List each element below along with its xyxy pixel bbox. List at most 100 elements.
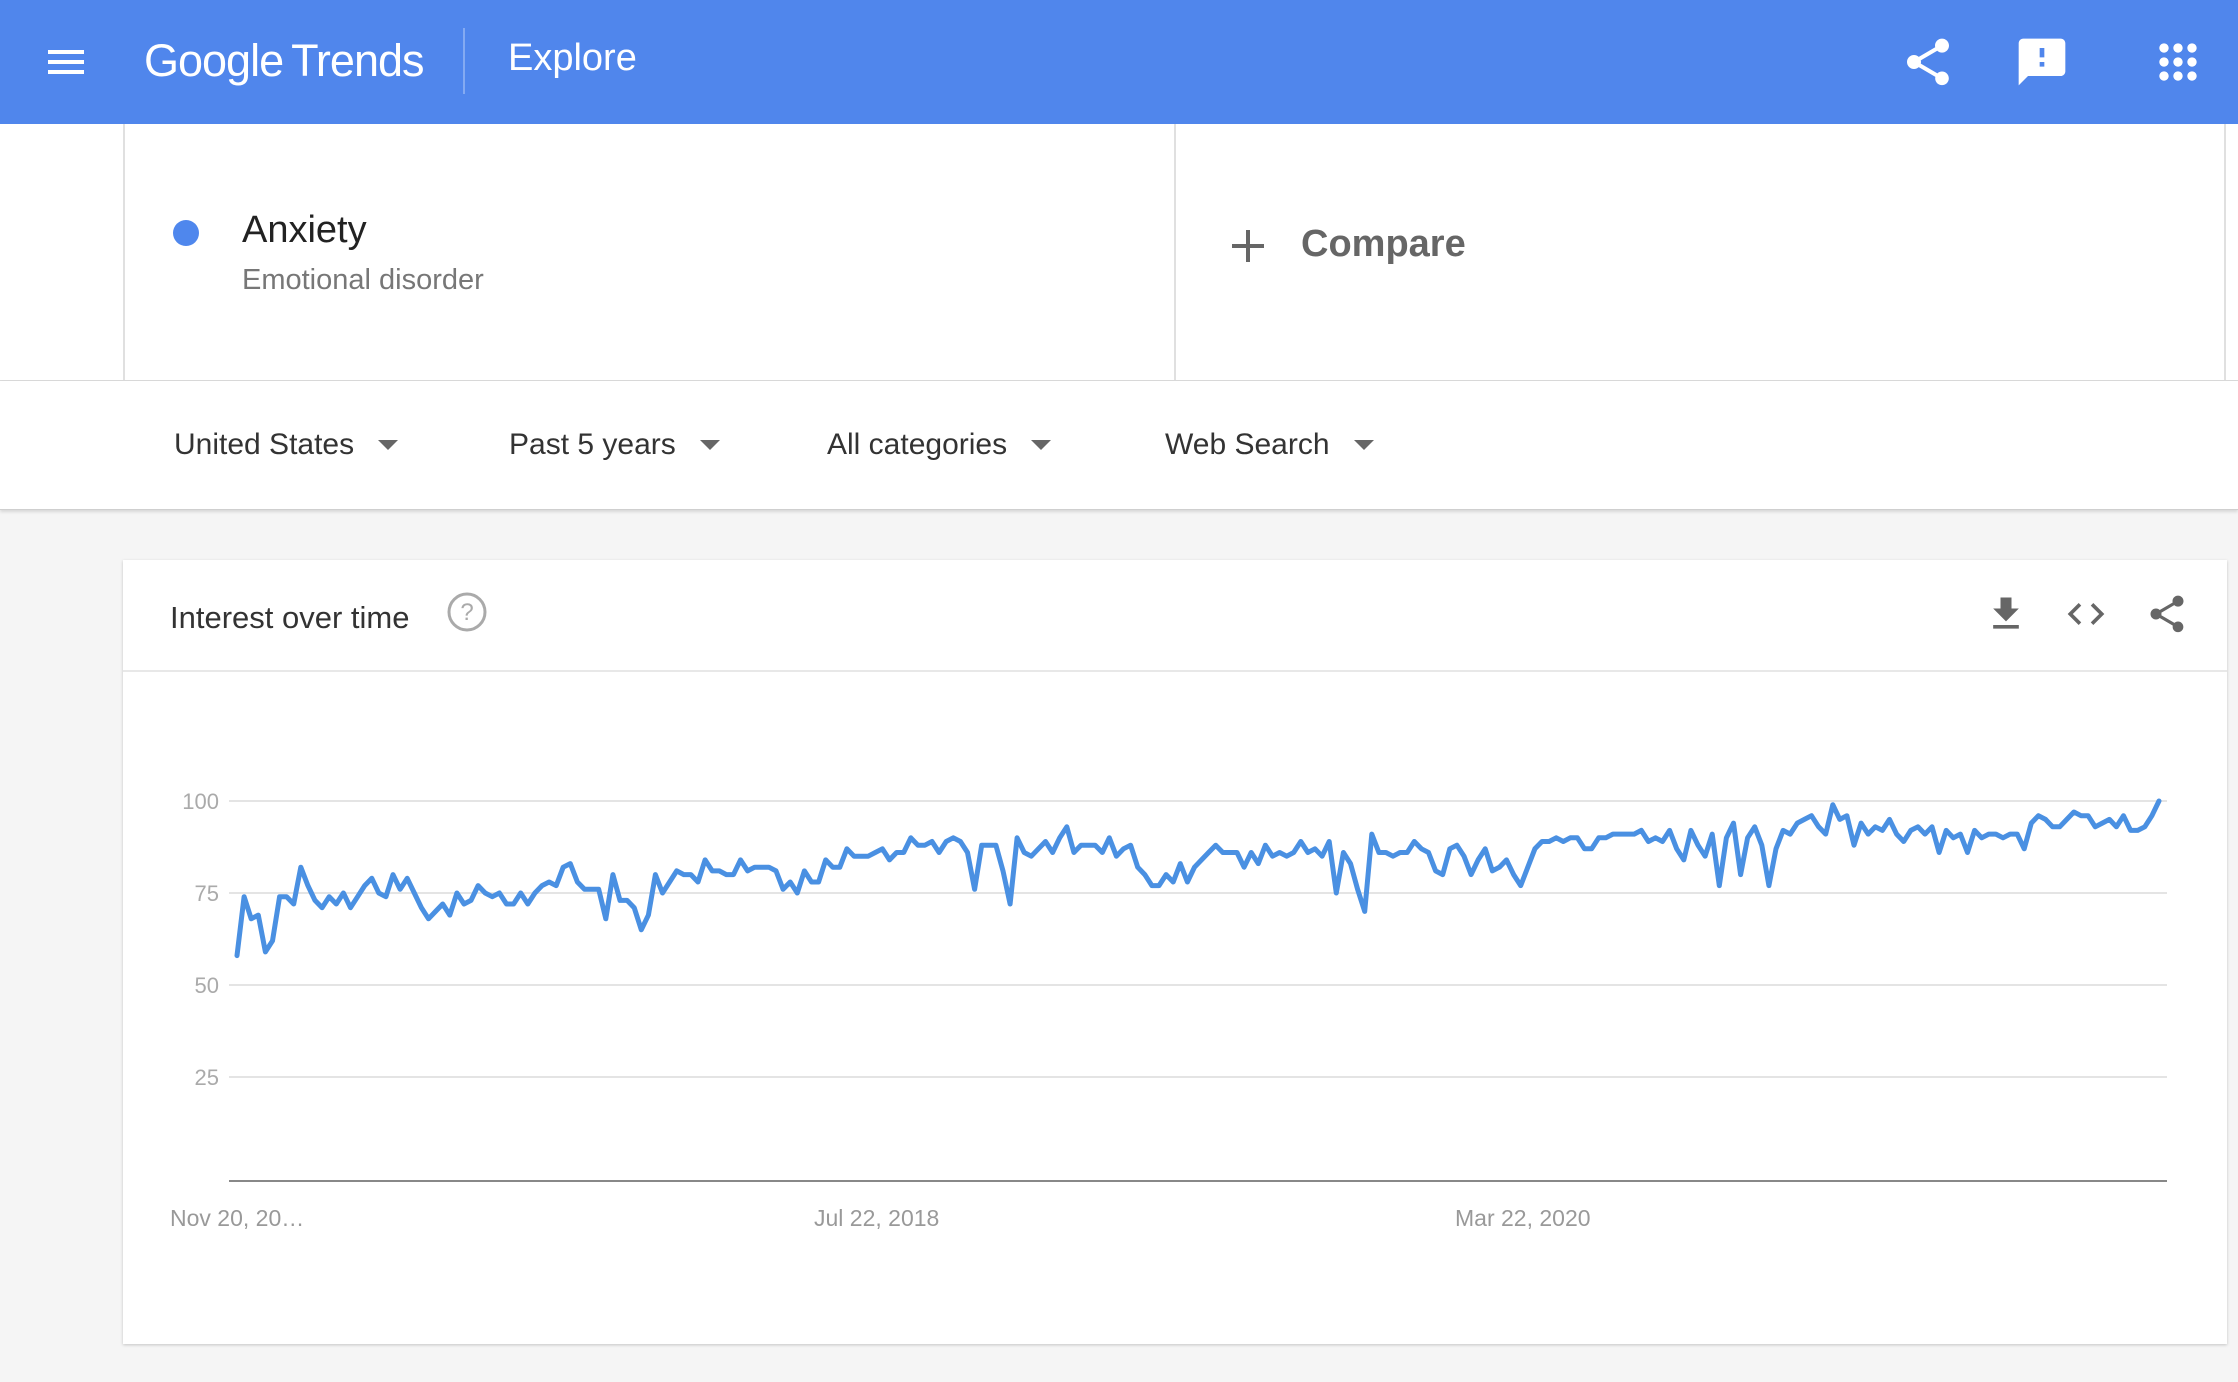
data-point [1064,824,1069,829]
data-point [2100,821,2105,826]
region-dropdown[interactable]: United States [174,423,399,467]
search-term-card[interactable]: Anxiety Emotional disorder [123,124,1176,380]
data-point [717,868,722,873]
data-point [2029,821,2034,826]
data-point [2022,846,2027,851]
data-point [1369,832,1374,837]
data-point [1454,843,1459,848]
data-point [873,850,878,855]
data-point [1809,813,1814,818]
data-point [788,880,793,884]
data-point [469,898,473,903]
download-icon[interactable] [1984,592,2028,636]
data-point [1249,850,1254,855]
data-point [412,891,417,895]
data-point [1745,835,1750,840]
data-point [1731,821,1736,826]
google-trends-logo[interactable]: Google Trends [144,33,425,89]
data-point [291,902,296,906]
help-icon[interactable]: ? [445,590,489,634]
data-point [440,902,445,906]
data-point [582,887,587,892]
menu-icon[interactable] [40,40,94,84]
data-point [774,868,778,873]
data-point [1696,843,1700,848]
series-line[interactable] [234,798,2162,959]
x-tick-label: Nov 20, 20… [170,1205,304,1231]
data-point [1462,854,1466,859]
data-point [1469,872,1474,877]
data-point [2064,817,2069,822]
data-point [2093,824,2098,829]
data-point [391,872,395,877]
data-point [419,905,424,910]
data-point [1880,828,1885,833]
data-point [1759,843,1764,848]
time-range-dropdown[interactable]: Past 5 years [509,423,720,467]
category-dropdown[interactable]: All categories [827,423,1052,467]
data-point [1440,872,1445,877]
data-point [944,839,949,844]
data-point [1667,828,1672,833]
search-terms-bar: Anxiety Emotional disorder Compare [0,124,2238,381]
data-point [2157,799,2161,803]
data-point [852,854,856,859]
data-point [2114,824,2119,829]
data-point [511,902,516,906]
data-point [1362,909,1367,914]
search-term-type: Emotional disorder [242,264,484,296]
category-label: All categories [827,428,1008,461]
data-point [1405,850,1410,855]
data-point [1227,850,1232,855]
data-point [887,857,892,862]
data-point [327,894,332,899]
data-point [1213,843,1218,848]
dropdown-arrow-icon [1031,440,1052,450]
data-point [859,854,864,859]
data-point [1149,883,1154,888]
data-point [2043,817,2048,822]
embed-code-icon[interactable] [2064,592,2108,636]
data-point [1965,850,1970,855]
data-point [1703,854,1708,859]
data-point [398,887,403,892]
data-point [866,854,871,859]
data-point [766,865,771,870]
data-point [540,883,544,888]
data-point [1540,839,1544,844]
x-tick-label: Mar 22, 2020 [1455,1205,1591,1231]
data-point [809,880,814,884]
data-point [1547,839,1552,844]
data-point [1639,828,1644,833]
data-point [284,894,289,899]
data-point [2001,835,2005,840]
apps-grid-icon[interactable] [2150,34,2206,90]
interest-over-time-card: Interest over time ? 25 50 75 100 Nov 20, 20… [123,560,2227,1344]
data-point [1079,843,1083,848]
data-point [930,839,934,844]
data-point [1313,846,1317,851]
data-point [1107,835,1112,840]
data-point [894,850,899,855]
data-point [731,872,736,877]
feedback-icon[interactable] [2014,34,2070,90]
logo-trends-text: Trends [291,35,424,86]
data-point [1802,817,1807,822]
data-point [1291,850,1296,855]
search-term-name: Anxiety [242,209,367,251]
data-point [1220,850,1225,855]
data-point [922,843,927,848]
data-point [1518,883,1523,888]
data-point [1433,868,1438,873]
compare-button[interactable]: Compare [1174,124,2226,380]
search-type-dropdown[interactable]: Web Search [1165,423,1374,467]
share-icon[interactable] [2145,592,2189,636]
data-point [405,876,410,881]
data-point [653,872,658,877]
data-point [433,909,438,914]
data-point [1646,839,1651,844]
data-point [1937,850,1942,855]
share-icon[interactable] [1900,34,1956,90]
data-point [2057,824,2062,829]
data-point [1327,839,1332,844]
